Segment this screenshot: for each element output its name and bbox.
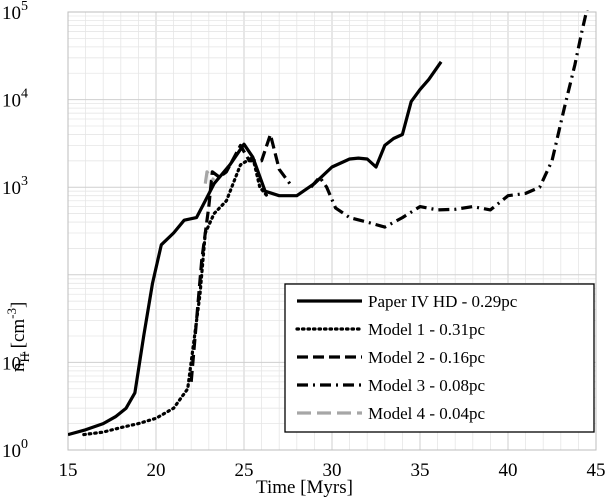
x-axis-label: Time [Myrs] [256, 477, 353, 498]
y-axis-label: nH [cm-3] [4, 302, 32, 372]
x-tick-label: 45 [587, 460, 606, 481]
legend-label: Paper IV HD - 0.29pc [368, 292, 518, 311]
y-tick-label: 104 [2, 87, 28, 112]
series-line-3 [189, 132, 292, 382]
x-tick-label: 15 [59, 460, 78, 481]
legend: Paper IV HD - 0.29pc Model 1 - 0.31pc Mode… [284, 283, 595, 433]
legend-label: Model 1 - 0.31pc [368, 320, 486, 339]
y-tick-label: 103 [2, 174, 28, 199]
series-line-2 [82, 155, 269, 437]
x-tick-labels: 15 20 25 30 35 40 45 [59, 460, 606, 481]
x-tick-label: 20 [147, 460, 166, 481]
y-tick-label: 101 [2, 349, 28, 374]
series-layer [68, 10, 589, 437]
legend-label: Model 3 - 0.08pc [368, 376, 486, 395]
y-tick-label: 100 [2, 437, 28, 462]
series-line-4 [309, 10, 589, 229]
legend-label: Model 2 - 0.16pc [368, 348, 486, 367]
x-tick-label: 30 [323, 460, 342, 481]
x-tick-label: 25 [235, 460, 254, 481]
series-line-5 [203, 170, 216, 184]
y-tick-label: 105 [2, 0, 28, 24]
legend-label: Model 4 - 0.04pc [368, 404, 486, 423]
y-tick-labels: 100 101 103 104 105 [2, 0, 28, 462]
x-tick-label: 35 [411, 460, 430, 481]
plot-frame [67, 11, 597, 451]
x-tick-label: 40 [499, 460, 518, 481]
